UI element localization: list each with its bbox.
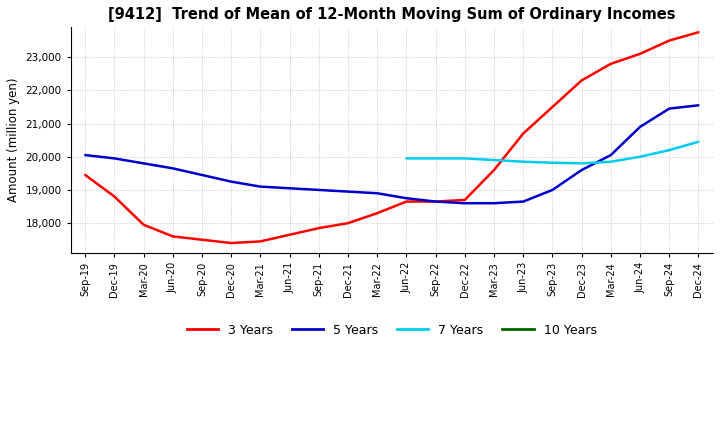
7 Years — [665, 147, 674, 153]
3 Years — [315, 225, 323, 231]
3 Years — [519, 131, 528, 136]
3 Years — [461, 197, 469, 202]
7 Years — [519, 159, 528, 165]
3 Years — [285, 232, 294, 238]
Legend: 3 Years, 5 Years, 7 Years, 10 Years: 3 Years, 5 Years, 7 Years, 10 Years — [182, 319, 602, 341]
5 Years — [694, 103, 703, 108]
5 Years — [140, 161, 148, 166]
3 Years — [490, 167, 498, 172]
3 Years — [665, 38, 674, 43]
5 Years — [227, 179, 235, 184]
5 Years — [198, 172, 207, 178]
5 Years — [431, 199, 440, 204]
5 Years — [110, 156, 119, 161]
5 Years — [461, 201, 469, 206]
5 Years — [315, 187, 323, 193]
3 Years — [343, 220, 352, 226]
Y-axis label: Amount (million yen): Amount (million yen) — [7, 78, 20, 202]
3 Years — [548, 104, 557, 110]
7 Years — [577, 161, 586, 166]
7 Years — [606, 159, 615, 165]
Line: 3 Years: 3 Years — [85, 32, 698, 243]
7 Years — [402, 156, 411, 161]
5 Years — [636, 124, 644, 129]
3 Years — [140, 222, 148, 227]
3 Years — [373, 210, 382, 216]
7 Years — [461, 156, 469, 161]
3 Years — [694, 29, 703, 35]
5 Years — [343, 189, 352, 194]
3 Years — [636, 51, 644, 56]
3 Years — [198, 237, 207, 242]
7 Years — [694, 139, 703, 144]
5 Years — [168, 166, 177, 171]
5 Years — [519, 199, 528, 204]
5 Years — [256, 184, 265, 189]
3 Years — [402, 199, 411, 204]
7 Years — [490, 158, 498, 163]
Line: 5 Years: 5 Years — [85, 105, 698, 203]
5 Years — [577, 167, 586, 172]
3 Years — [256, 239, 265, 244]
5 Years — [285, 186, 294, 191]
7 Years — [431, 156, 440, 161]
5 Years — [81, 152, 89, 158]
3 Years — [168, 234, 177, 239]
3 Years — [110, 194, 119, 199]
5 Years — [490, 201, 498, 206]
3 Years — [431, 199, 440, 204]
7 Years — [636, 154, 644, 159]
5 Years — [402, 196, 411, 201]
Line: 7 Years: 7 Years — [407, 142, 698, 163]
5 Years — [606, 152, 615, 158]
3 Years — [227, 240, 235, 246]
3 Years — [81, 172, 89, 178]
5 Years — [373, 191, 382, 196]
5 Years — [665, 106, 674, 111]
3 Years — [577, 78, 586, 83]
7 Years — [548, 160, 557, 165]
Title: [9412]  Trend of Mean of 12-Month Moving Sum of Ordinary Incomes: [9412] Trend of Mean of 12-Month Moving … — [108, 7, 675, 22]
5 Years — [548, 187, 557, 193]
3 Years — [606, 61, 615, 66]
